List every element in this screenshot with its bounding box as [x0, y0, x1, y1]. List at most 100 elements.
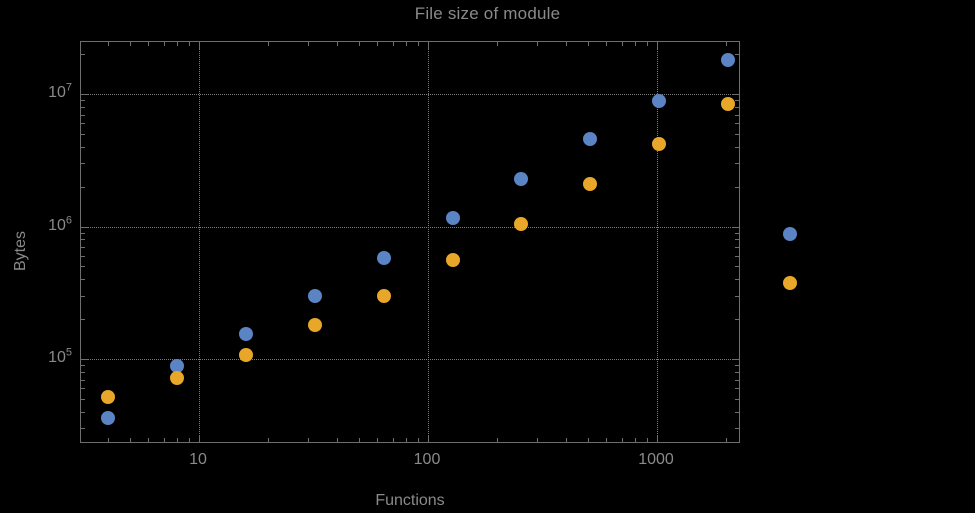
x-axis-tick	[428, 42, 429, 49]
y-axis-tick	[81, 133, 85, 135]
y-axis-tick	[735, 232, 739, 234]
y-gridline	[81, 94, 739, 95]
data-point	[100, 410, 115, 425]
y-axis-tick	[81, 398, 85, 400]
y-tick-label: 107	[20, 82, 72, 102]
x-axis-tick	[405, 438, 407, 442]
y-axis-tick	[732, 94, 739, 95]
x-axis-tick	[405, 42, 407, 46]
x-axis-tick	[392, 42, 394, 46]
x-axis-tick	[130, 438, 132, 442]
x-axis-tick	[107, 42, 109, 46]
y-axis-tick	[81, 232, 85, 234]
y-axis-tick	[81, 411, 85, 413]
x-axis-tick	[267, 42, 269, 46]
data-point	[514, 171, 529, 186]
y-axis-tick	[735, 319, 739, 321]
y-axis-tick	[81, 359, 88, 360]
x-axis-tick	[359, 438, 361, 442]
y-axis-tick	[81, 279, 85, 281]
x-axis-tick	[606, 42, 608, 46]
y-axis-tick	[735, 114, 739, 116]
y-axis-tick	[735, 371, 739, 373]
y-axis-tick	[735, 295, 739, 297]
y-gridline	[81, 226, 739, 228]
y-tick-exponent: 5	[65, 346, 72, 359]
y-axis-tick	[735, 388, 739, 390]
y-axis-tick	[81, 226, 88, 228]
data-point	[514, 216, 529, 231]
data-point	[652, 136, 667, 151]
data-point	[307, 288, 322, 303]
x-axis-tick	[606, 438, 608, 442]
y-axis-tick	[735, 247, 739, 249]
y-axis-tick	[81, 163, 85, 165]
x-gridline	[657, 42, 658, 442]
y-axis-tick	[735, 428, 739, 430]
y-axis-tick	[81, 266, 85, 268]
outlier-data-point	[783, 226, 797, 241]
data-point	[583, 176, 598, 191]
data-point	[721, 97, 736, 112]
x-axis-tick	[621, 438, 623, 442]
y-tick-mantissa: 10	[48, 349, 66, 366]
y-axis-tick	[81, 379, 85, 381]
x-axis-tick	[148, 42, 150, 46]
data-point	[169, 358, 184, 373]
x-axis-tick	[417, 42, 419, 46]
y-axis-tick	[81, 123, 85, 125]
y-axis-tick	[81, 428, 85, 430]
y-axis-tick	[81, 94, 88, 95]
y-axis-tick	[735, 266, 739, 268]
y-axis-tick	[735, 365, 739, 367]
y-axis-tick	[735, 146, 739, 148]
x-axis-tick	[392, 438, 394, 442]
x-axis-tick	[336, 438, 338, 442]
outlier-data-point	[783, 275, 797, 290]
x-axis-tick	[537, 42, 539, 46]
y-tick-mantissa: 10	[48, 216, 66, 234]
x-axis-tick	[377, 42, 379, 46]
y-axis-tick	[81, 239, 85, 241]
x-axis-tick	[646, 438, 648, 442]
x-axis-tick	[163, 438, 165, 442]
y-axis-tick	[735, 279, 739, 281]
y-axis-tick	[81, 365, 85, 367]
y-axis-tick	[732, 359, 739, 360]
y-axis-tick	[81, 247, 85, 249]
y-axis-tick	[735, 163, 739, 165]
x-axis-tick	[199, 435, 200, 442]
data-point	[376, 250, 391, 265]
chart-title: File size of module	[414, 4, 561, 23]
x-axis-tick	[199, 42, 200, 49]
plot-area	[81, 42, 739, 442]
x-axis-tick	[359, 42, 361, 46]
data-point	[307, 318, 322, 333]
y-tick-exponent: 6	[65, 214, 72, 227]
x-axis-tick	[634, 42, 636, 46]
x-axis-tick	[148, 438, 150, 442]
plot-frame	[80, 41, 740, 443]
x-tick-label: 10	[189, 451, 207, 468]
data-point	[376, 288, 391, 303]
x-axis-tick	[537, 438, 539, 442]
x-axis-tick	[588, 438, 590, 442]
y-axis-tick	[735, 123, 739, 125]
x-axis-tick	[496, 42, 498, 46]
y-axis-tick	[735, 255, 739, 257]
x-axis-tick	[565, 438, 567, 442]
x-gridline	[428, 42, 429, 442]
x-axis-tick	[308, 438, 310, 442]
x-axis-tick	[725, 42, 727, 46]
x-axis-tick	[565, 42, 567, 46]
y-gridline	[81, 359, 739, 360]
x-tick-label: 100	[413, 451, 441, 468]
data-point	[238, 348, 253, 363]
y-axis-tick	[735, 133, 739, 135]
y-axis-tick	[735, 398, 739, 400]
x-axis-tick	[267, 438, 269, 442]
y-axis-tick	[732, 226, 739, 228]
x-axis-tick	[657, 435, 658, 442]
y-axis-tick	[81, 295, 85, 297]
